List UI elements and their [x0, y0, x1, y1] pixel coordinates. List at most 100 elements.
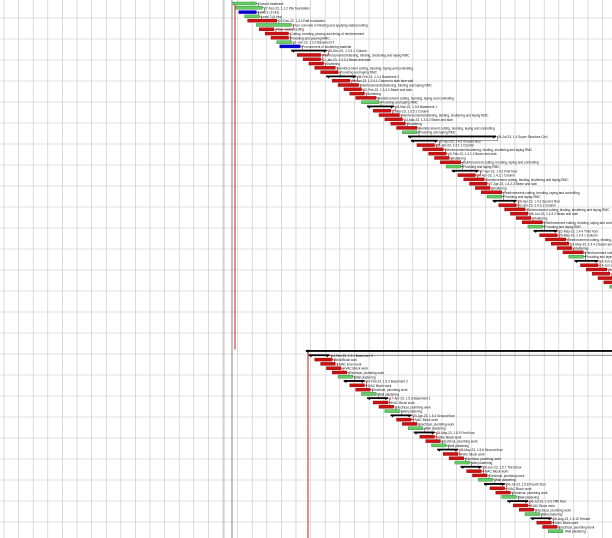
summary-bar-end	[326, 75, 331, 79]
task-label: Reinforcement/shuttering, binding and la…	[361, 84, 433, 88]
task-label: HVAC Block work	[343, 367, 368, 371]
task-label: Electrical, plumbing work	[512, 491, 548, 495]
task-bar	[276, 40, 292, 44]
task-bar	[428, 151, 447, 156]
task-label: 14-Jun-23, 1.4.5.1 Column	[600, 264, 612, 268]
task-label: 27-Apr-23, 1.4.2.2 Beam and slab	[489, 182, 537, 186]
task-bar	[524, 512, 540, 516]
task-bar	[367, 105, 394, 108]
task-bar	[545, 237, 567, 242]
task-bar	[539, 233, 558, 237]
task-label: Wall plastering	[565, 530, 586, 534]
task-bar	[238, 10, 257, 14]
task-label: HVAC Block work	[553, 521, 578, 525]
task-label: Pour concrete in blinding and applying w…	[293, 23, 367, 27]
task-label: Shuttering	[451, 156, 466, 160]
task-label: 26-May-23, 1.4.4.1 Column	[559, 234, 598, 238]
task-label: 03-Jan-23, 1.4.1.1 Column	[436, 144, 474, 148]
task-label: HVAC Block work	[507, 487, 532, 491]
task-label: Reinforcement cutting, bending, laying a…	[463, 161, 539, 165]
task-label: HVAC Block work	[436, 435, 461, 439]
dependency-link	[259, 24, 294, 30]
task-bar	[410, 139, 438, 142]
summary-bar-end	[390, 414, 395, 418]
task-bar	[308, 354, 330, 357]
summary-bar-end	[512, 200, 517, 203]
task-bar	[232, 1, 257, 6]
summary-bar-end	[291, 49, 296, 53]
task-bar	[305, 350, 612, 352]
task-label: 16-May-23, 1.5.5 First floor	[436, 431, 475, 435]
task-label: 17-Apr-23, 1.4.1 Ground floor	[439, 139, 482, 143]
task-bar	[372, 109, 391, 113]
task-label: Shuttering	[366, 92, 381, 96]
task-label: Electrical, plumbing work	[559, 525, 595, 529]
summary-bar-end	[530, 517, 535, 521]
task-label: HVAC inner work	[337, 362, 362, 366]
task-bar	[562, 250, 584, 255]
task-label: 11-Jan-23, 1.3.3 Basement 3	[293, 41, 334, 45]
task-bar	[256, 23, 292, 27]
task-label: Wall plastering	[378, 392, 399, 396]
task-bar	[475, 186, 491, 190]
task-label: Electrical, plumbing work	[442, 440, 478, 444]
task-bar	[349, 91, 365, 96]
task-bar	[384, 409, 400, 413]
task-label: 20-Dec-22, 1.3.4 Raft foundation	[279, 19, 325, 23]
task-bar	[416, 143, 435, 147]
task-label: Wall plastering	[542, 513, 563, 517]
task-label: Providing and laying RMC	[545, 225, 583, 229]
task-label: 26-Jul-23, 1.4 Super Structure Civil	[498, 135, 548, 139]
task-label: Electrical, plumbing work	[372, 388, 408, 392]
task-label: HVAC Block work	[413, 418, 438, 422]
task-label: 26-Apr-23, 1.4.3 Second floor	[518, 199, 561, 203]
task-label: Reinforcement cutting, bending, laying a…	[337, 66, 413, 70]
task-label: Reinforcement/shuttering, binding, shutt…	[401, 114, 489, 118]
task-bar	[586, 267, 607, 272]
task-label: Wall plastering	[472, 461, 493, 465]
task-bar	[367, 397, 388, 400]
summary-bar-end	[500, 483, 505, 487]
summary-bar-end	[594, 260, 598, 264]
task-bar	[314, 66, 336, 70]
task-bar	[332, 370, 348, 375]
task-label: 26-Jan-23, 1.3.4.1 Column to slab face w…	[352, 79, 414, 83]
summary-bar-end	[523, 500, 528, 504]
task-label: Reinforcement cutting, bending, laying a…	[419, 126, 495, 130]
task-bar	[536, 520, 552, 525]
task-label: 14-Jun-23, 1.4.5 Fourth floor	[600, 259, 612, 263]
summary-bar-end	[383, 397, 388, 401]
task-label: 10-Feb-23, 1.4.1.2 Beam and slab	[448, 152, 497, 156]
summary-bar-end	[308, 354, 313, 358]
task-bar	[314, 357, 333, 362]
task-label: 28-Aug-23, 1.5.10 Terrace	[553, 517, 590, 521]
task-bar	[343, 87, 362, 92]
task-label: 13-Mar-23, 1.3.5.2 Beam and slab	[404, 118, 453, 122]
task-bar	[542, 525, 558, 529]
task-bar	[355, 387, 371, 392]
task-bar	[556, 246, 572, 250]
task-bar	[580, 263, 599, 267]
task-bar	[291, 49, 327, 52]
summary-bar-end	[408, 135, 413, 139]
task-label: 06-Jul-23, 1.5.8 Fourth floor	[507, 483, 547, 487]
task-bar	[495, 490, 511, 495]
task-bar	[434, 156, 450, 160]
task-label: Reinforcement/shuttering, binding, shutt…	[445, 148, 533, 152]
task-bar	[396, 417, 412, 422]
task-label: Shuttering	[533, 217, 548, 221]
task-bar	[489, 486, 505, 491]
task-bar	[481, 190, 502, 194]
task-label: Reinforcement cutting, binding, shutteri…	[486, 178, 569, 182]
task-bar	[264, 31, 289, 36]
task-label: 11-Jan-23, 1.3.3.2 Beam and slab	[323, 58, 371, 62]
summary-bar-end	[474, 170, 479, 173]
task-label: Providing and laying RMC	[463, 165, 501, 169]
task-bar	[396, 126, 418, 130]
task-bar	[460, 465, 482, 468]
task-bar	[422, 147, 444, 152]
task-bar	[507, 500, 529, 502]
task-label: 06-Jun-23, 1.5.7 Third floor	[483, 465, 522, 469]
